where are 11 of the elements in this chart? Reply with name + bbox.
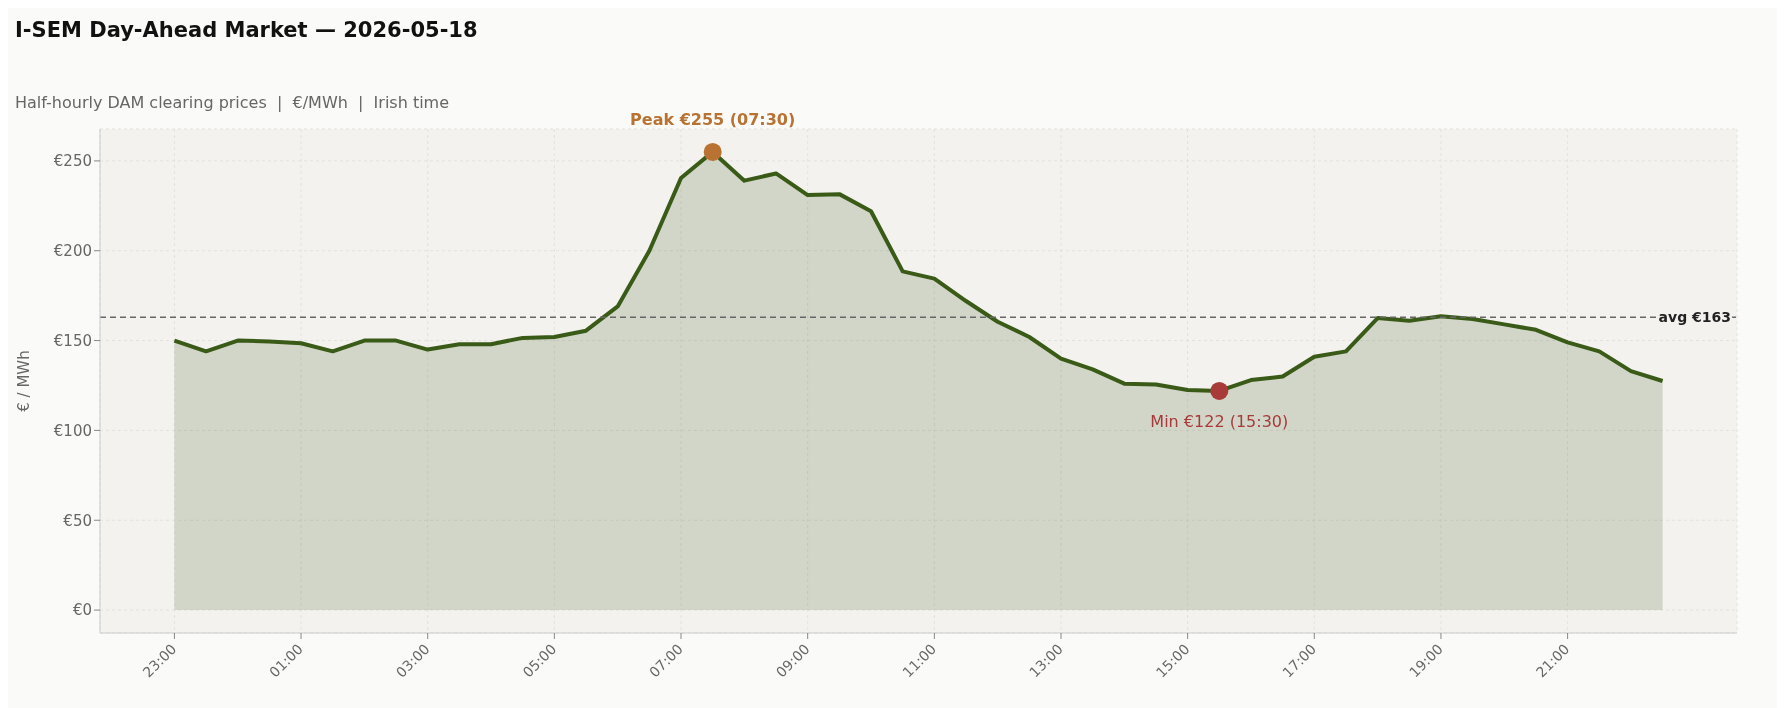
y-tick-label: €150 bbox=[53, 331, 92, 350]
y-axis-title: € / MWh bbox=[15, 350, 34, 412]
y-tick-label: €0 bbox=[72, 601, 92, 620]
y-tick-label: €200 bbox=[53, 242, 92, 261]
y-tick-label: €250 bbox=[53, 152, 92, 171]
y-tick-label: €100 bbox=[53, 421, 92, 440]
annotation: Min €122 (15:30) bbox=[1150, 412, 1289, 432]
annotation: Peak €255 (07:30) bbox=[630, 109, 796, 129]
chart-title: I-SEM Day-Ahead Market — 2026-05-18 bbox=[15, 18, 478, 42]
chart-subtitle: Half-hourly DAM clearing prices | €/MWh | Irish time bbox=[15, 93, 450, 112]
y-tick-label: €50 bbox=[63, 511, 92, 530]
